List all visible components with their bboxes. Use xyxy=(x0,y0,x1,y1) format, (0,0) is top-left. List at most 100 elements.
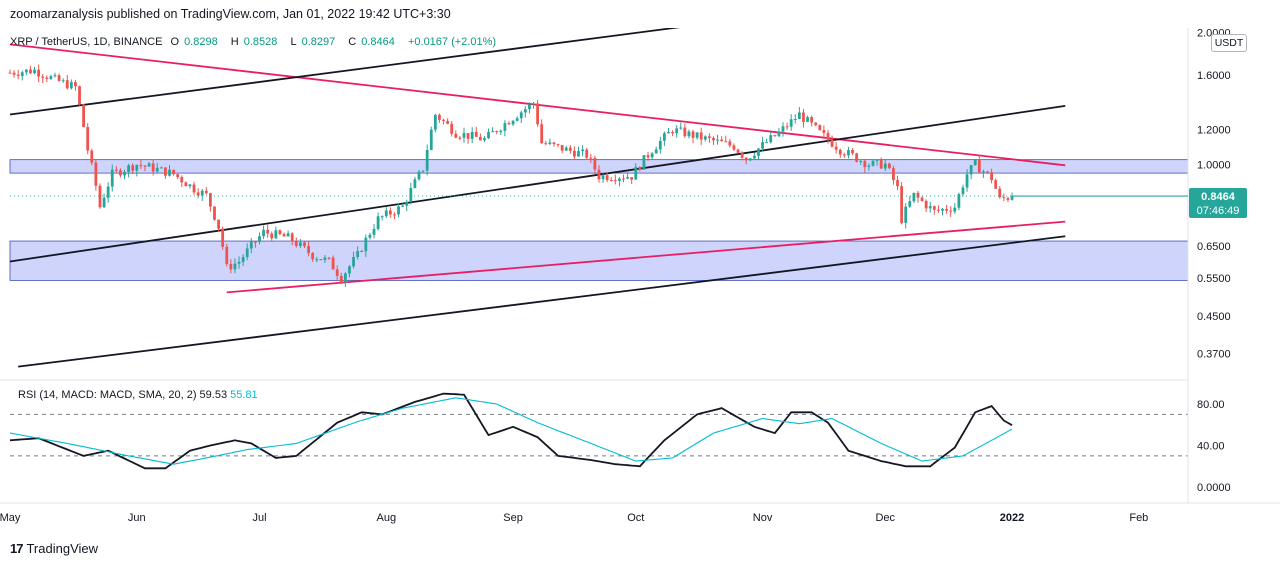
candle-body xyxy=(920,197,924,201)
price-tick-label: 0.6500 xyxy=(1197,241,1231,253)
candle-body xyxy=(781,126,785,132)
candle xyxy=(712,136,715,145)
candle-body xyxy=(757,148,760,156)
candle-body xyxy=(286,233,290,237)
candle-body xyxy=(577,151,580,157)
candle-body xyxy=(720,139,724,142)
candle xyxy=(127,163,131,178)
candle-body xyxy=(213,206,216,220)
candle xyxy=(368,232,372,240)
candle xyxy=(24,69,28,76)
price-tick-label: 0.3700 xyxy=(1197,348,1231,360)
candle-body xyxy=(143,165,147,167)
candle-body xyxy=(127,165,131,172)
time-tick-label: Dec xyxy=(875,512,895,524)
bar-countdown: 07:46:49 xyxy=(1196,205,1240,217)
candle-body xyxy=(990,172,993,181)
candle-body xyxy=(638,167,642,170)
candle xyxy=(20,70,24,81)
candle xyxy=(732,143,736,152)
candle xyxy=(994,178,998,190)
candle-body xyxy=(822,130,826,133)
candle xyxy=(642,155,646,170)
candle xyxy=(249,238,253,254)
candle-body xyxy=(695,132,699,138)
high-value: H 0.8528 xyxy=(230,36,278,48)
candle-body xyxy=(1010,196,1014,200)
candle-body xyxy=(405,201,409,206)
candle xyxy=(41,73,45,84)
candle xyxy=(973,158,977,166)
candle-body xyxy=(736,149,740,153)
candle-body xyxy=(8,72,12,74)
candle xyxy=(45,75,49,83)
candle-body xyxy=(519,112,523,119)
candle-body xyxy=(851,150,854,154)
candle-body xyxy=(683,127,687,137)
candle-body xyxy=(613,180,617,182)
candle-body xyxy=(438,114,441,120)
candle-body xyxy=(548,142,552,144)
candle-body xyxy=(335,269,339,276)
candle-body xyxy=(221,228,225,247)
candle xyxy=(720,136,724,142)
candle xyxy=(164,167,167,179)
candle-body xyxy=(409,187,413,202)
candle xyxy=(74,79,77,91)
candle xyxy=(859,159,863,165)
candle-body xyxy=(806,117,809,122)
candle-body xyxy=(797,112,801,120)
candle-body xyxy=(609,180,613,182)
candle-body xyxy=(274,230,278,239)
currency-badge[interactable]: USDT xyxy=(1211,34,1247,52)
candle xyxy=(806,115,809,123)
candle-body xyxy=(618,178,621,181)
candle-body xyxy=(258,236,261,242)
candle xyxy=(483,136,486,143)
trend-line-2 xyxy=(226,220,1066,294)
candle xyxy=(229,259,233,274)
candle-body xyxy=(945,209,949,211)
candle xyxy=(511,119,515,127)
candle-body xyxy=(94,162,98,186)
candle xyxy=(270,231,274,241)
time-tick-label: Oct xyxy=(627,512,644,524)
candle xyxy=(110,164,114,192)
candle-body xyxy=(499,130,503,133)
time-tick-label: Sep xyxy=(503,512,523,524)
change-value: +0.0167 (+2.01%) xyxy=(407,36,497,48)
rsi-tick-label: 80.00 xyxy=(1197,399,1225,411)
candle-body xyxy=(691,131,695,138)
candle xyxy=(773,134,777,137)
candle xyxy=(61,78,65,83)
candle xyxy=(990,168,993,184)
candle-body xyxy=(254,241,257,243)
candle-body xyxy=(331,257,335,270)
candle xyxy=(904,203,908,229)
candle xyxy=(327,257,331,261)
candle-body xyxy=(941,209,944,211)
candle-body xyxy=(315,259,319,261)
candle xyxy=(663,131,666,146)
rsi-title: RSI (14, MACD: MACD, SMA, 20, 2) xyxy=(18,389,197,401)
candle xyxy=(380,215,384,221)
candle xyxy=(552,141,556,147)
candle xyxy=(131,163,135,175)
candle-body xyxy=(585,149,589,158)
candle-body xyxy=(523,109,527,113)
candle-body xyxy=(245,248,249,258)
candle xyxy=(237,256,241,269)
candle xyxy=(86,123,90,155)
candle xyxy=(757,148,760,160)
chart-canvas[interactable]: 2.0000 1.6000 1.2000 1.0000 0.6500 0.5500 0.45… xyxy=(0,28,1280,538)
candle-body xyxy=(875,159,879,161)
candle xyxy=(601,173,605,183)
candle-body xyxy=(474,131,478,137)
candle xyxy=(568,145,572,154)
candle xyxy=(16,69,20,80)
candle xyxy=(785,122,789,131)
candle xyxy=(581,145,584,157)
candle-body xyxy=(119,170,122,176)
candle-body xyxy=(41,76,45,78)
tradingview-brand[interactable]: 17 TradingView xyxy=(10,541,98,556)
